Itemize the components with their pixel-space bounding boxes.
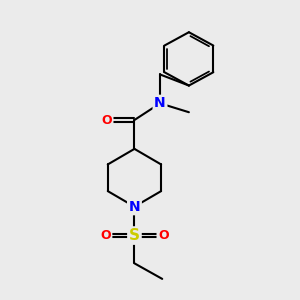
- Text: S: S: [129, 228, 140, 243]
- Text: O: O: [158, 229, 169, 242]
- Text: O: O: [100, 229, 111, 242]
- Text: N: N: [129, 200, 140, 214]
- Text: N: N: [154, 96, 166, 110]
- Text: O: O: [101, 113, 112, 127]
